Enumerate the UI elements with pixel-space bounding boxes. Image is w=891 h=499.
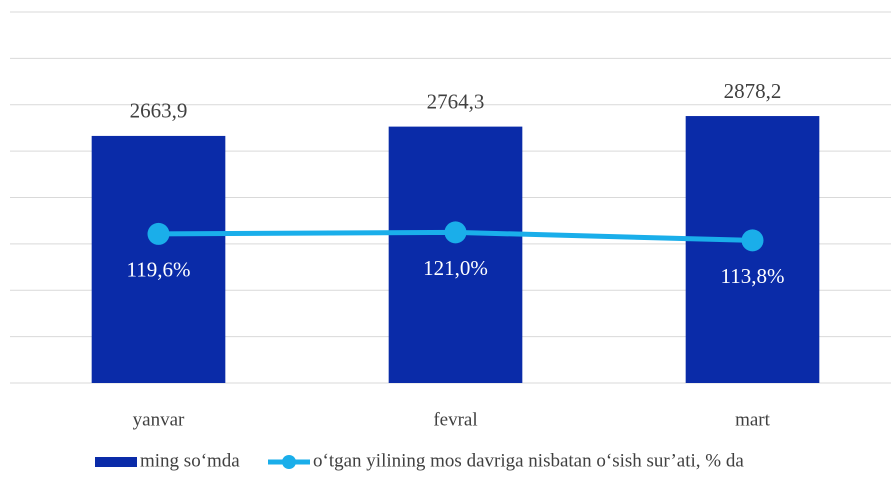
- legend-label: o‘tgan yilining mos davriga nisbatan o‘s…: [313, 450, 744, 471]
- line-value-label: 121,0%: [423, 256, 488, 280]
- bar-value-label: 2878,2: [724, 79, 782, 103]
- bar: [91, 135, 226, 383]
- bar-value-label: 2764,3: [427, 89, 485, 113]
- legend-label: ming so‘mda: [140, 450, 240, 471]
- line-value-label: 119,6%: [127, 258, 191, 282]
- x-tick-label: fevral: [433, 409, 477, 430]
- bar: [388, 126, 523, 383]
- line-point: [444, 221, 467, 244]
- legend-swatch: [95, 457, 137, 467]
- x-tick-label: yanvar: [133, 409, 185, 430]
- line-point: [147, 222, 170, 245]
- line-point: [741, 229, 764, 252]
- legend-swatch-point: [282, 455, 296, 469]
- bar-value-label: 2663,9: [130, 99, 188, 123]
- line-value-label: 113,8%: [721, 264, 785, 288]
- x-tick-label: mart: [735, 409, 771, 430]
